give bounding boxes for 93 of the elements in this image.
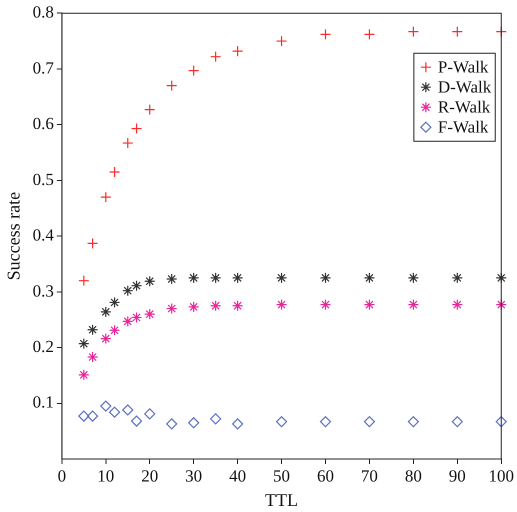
- point: [87, 324, 98, 336]
- y-tick-label: 0.7: [32, 58, 54, 78]
- point: [166, 418, 178, 430]
- point: [276, 416, 288, 428]
- x-tick-label: 90: [448, 466, 466, 486]
- point: [122, 316, 134, 327]
- point: [166, 273, 178, 285]
- y-tick-label: 0.2: [32, 337, 54, 356]
- point: [408, 299, 419, 310]
- point: [320, 28, 332, 40]
- point: [496, 416, 507, 428]
- point: [78, 369, 90, 380]
- point: [188, 272, 200, 284]
- point: [100, 191, 112, 203]
- x-tick-label: 60: [316, 466, 334, 486]
- point: [188, 301, 200, 312]
- point: [188, 417, 200, 428]
- point: [78, 338, 90, 350]
- point: [408, 272, 419, 284]
- point: [78, 410, 90, 422]
- x-tick-label: 50: [273, 466, 290, 486]
- point: [276, 299, 288, 310]
- point: [452, 26, 463, 38]
- point: [364, 28, 376, 40]
- point: [122, 137, 134, 149]
- point: [320, 272, 332, 284]
- point: [210, 300, 222, 312]
- y-tick-label: 0.4: [32, 226, 54, 245]
- point: [166, 302, 178, 314]
- point: [364, 299, 376, 310]
- point: [452, 416, 463, 428]
- y-tick-label: 0.1: [32, 392, 54, 412]
- point: [452, 299, 463, 310]
- point: [232, 418, 244, 430]
- y-axis-title: Success rate: [4, 192, 24, 280]
- y-tick-label: 0.6: [32, 114, 54, 134]
- y-tick-label: 0.5: [32, 170, 54, 189]
- point: [276, 35, 288, 47]
- point: [122, 404, 134, 416]
- point: [100, 306, 112, 318]
- point: [108, 324, 120, 336]
- point: [78, 275, 90, 286]
- point: [320, 299, 332, 310]
- point: [364, 272, 376, 284]
- point: [408, 416, 419, 428]
- point: [210, 51, 222, 62]
- legend-label: R-Walk: [438, 98, 491, 117]
- x-tick-label: 100: [488, 466, 514, 486]
- point: [232, 272, 244, 284]
- point: [144, 308, 156, 320]
- point: [130, 416, 142, 427]
- point: [108, 166, 120, 178]
- point: [320, 416, 332, 428]
- point: [188, 64, 200, 76]
- point: [144, 276, 156, 287]
- point: [100, 333, 112, 344]
- x-axis-title: TTL: [265, 490, 298, 510]
- point: [232, 45, 244, 57]
- point: [496, 26, 507, 38]
- legend-label: D-Walk: [438, 78, 492, 97]
- point: [108, 296, 120, 308]
- x-tick-label: 30: [185, 466, 202, 486]
- legend-label: F-Walk: [438, 118, 489, 137]
- point: [364, 416, 376, 428]
- point: [87, 238, 98, 249]
- point: [496, 299, 507, 310]
- point: [108, 406, 120, 418]
- point: [144, 408, 156, 420]
- point: [130, 312, 142, 324]
- point: [210, 272, 222, 284]
- point: [496, 272, 507, 284]
- point: [87, 410, 98, 422]
- point: [122, 285, 134, 296]
- point: [100, 400, 112, 412]
- point: [166, 80, 178, 92]
- point: [408, 26, 419, 38]
- y-tick-label: 0.3: [32, 281, 54, 300]
- point: [87, 351, 98, 363]
- x-tick-label: 10: [97, 466, 114, 486]
- x-tick-label: 70: [360, 466, 378, 486]
- point: [276, 272, 288, 284]
- point: [232, 300, 244, 312]
- y-tick-label: 0.8: [32, 2, 54, 22]
- legend-label: P-Walk: [438, 58, 489, 77]
- x-tick-label: 80: [404, 466, 422, 486]
- x-tick-label: 0: [58, 466, 66, 486]
- point: [130, 280, 142, 292]
- point: [452, 272, 463, 284]
- point: [210, 413, 222, 424]
- point: [130, 122, 142, 134]
- x-tick-label: 40: [229, 466, 246, 486]
- x-tick-label: 20: [141, 466, 158, 486]
- point: [144, 104, 156, 116]
